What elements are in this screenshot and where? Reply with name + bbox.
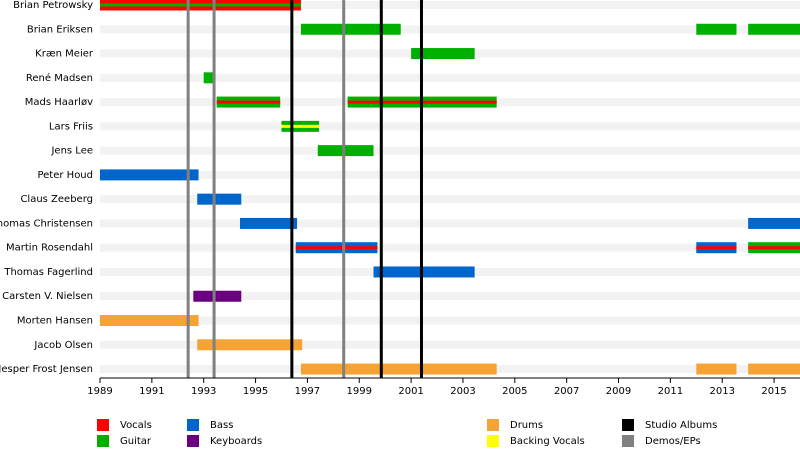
span-bar [748, 23, 800, 35]
span-stripe [100, 3, 301, 7]
row-band [100, 1, 800, 9]
x-tick-label: 2007 [554, 386, 579, 397]
x-tick-label: 1991 [139, 386, 164, 397]
span-stripe [748, 246, 800, 250]
legend-label: Guitar [120, 436, 152, 447]
x-tick-label: 1989 [87, 386, 112, 397]
member-label: Carsten V. Nielsen [2, 291, 93, 302]
span-bar [373, 266, 475, 278]
span-bar [411, 48, 475, 60]
row-band [100, 340, 800, 349]
member-label: Martin Rosendahl [6, 243, 93, 254]
member-label: Claus Zeeberg [20, 194, 93, 205]
member-label: Mads Haarløv [25, 97, 93, 108]
span-bar [240, 217, 298, 229]
span-stripe [295, 246, 378, 250]
member-label: Thomas Christensen [0, 218, 93, 229]
row-band [100, 73, 800, 82]
legend-label: Keyboards [210, 436, 262, 447]
span-bar [300, 23, 401, 35]
span-bar [748, 217, 800, 229]
member-label: Thomas Fagerlind [3, 267, 93, 278]
member-label: Jacob Olsen [33, 340, 93, 351]
x-tick-label: 2015 [761, 386, 786, 397]
span-bar [193, 290, 242, 302]
member-label: Jesper Frost Jensen [0, 364, 93, 375]
legend-swatch [187, 419, 199, 431]
row-band [100, 243, 800, 252]
row-band [100, 122, 800, 131]
span-stripe [281, 124, 320, 128]
x-tick-label: 2009 [606, 386, 631, 397]
row-band [100, 219, 800, 228]
legend-swatch [97, 419, 109, 431]
legend-swatch [97, 435, 109, 447]
legend-swatch [487, 435, 499, 447]
legend-label: Bass [210, 420, 233, 431]
row-band [100, 25, 800, 34]
x-tick-label: 2011 [658, 386, 683, 397]
x-tick-label: 1993 [191, 386, 216, 397]
row-band [100, 292, 800, 301]
x-tick-label: 1995 [243, 386, 268, 397]
legend-swatch [187, 435, 199, 447]
member-label: Peter Houd [37, 170, 93, 181]
row-band [100, 195, 800, 204]
row-band [100, 170, 800, 179]
row-band [100, 316, 800, 325]
member-label: Kræn Meier [35, 49, 94, 60]
member-label: Jens Lee [50, 146, 93, 157]
member-label: Brian Petrowsky [13, 0, 93, 11]
span-bar [748, 363, 800, 375]
member-label: Lars Friis [49, 121, 93, 132]
span-bar [197, 193, 242, 205]
x-tick-label: 2005 [502, 386, 527, 397]
span-bar [100, 315, 199, 327]
legend-swatch [622, 435, 634, 447]
span-bar [300, 363, 497, 375]
span-bar [317, 145, 374, 157]
span-stripe [216, 100, 281, 104]
span-stripe [696, 246, 737, 250]
x-tick-label: 2003 [450, 386, 475, 397]
span-bar [203, 72, 215, 84]
legend-label: Demos/EPs [645, 436, 701, 447]
legend-label: Studio Albums [645, 420, 717, 431]
span-bar [696, 363, 737, 375]
span-bar [696, 23, 737, 35]
x-tick-label: 1999 [347, 386, 372, 397]
legend-label: Drums [510, 420, 543, 431]
span-bar [100, 169, 199, 181]
x-tick-label: 2001 [398, 386, 423, 397]
member-label: René Madsen [26, 72, 93, 84]
x-tick-label: 2013 [709, 386, 734, 397]
span-bar [197, 339, 303, 351]
row-band [100, 146, 800, 155]
legend-label: Backing Vocals [510, 436, 585, 447]
legend-swatch [622, 419, 634, 431]
legend-label: Vocals [120, 420, 152, 431]
member-label: Morten Hansen [17, 316, 93, 327]
member-label: Brian Eriksen [27, 24, 93, 35]
legend-swatch [487, 419, 499, 431]
x-tick-label: 1997 [295, 386, 320, 397]
